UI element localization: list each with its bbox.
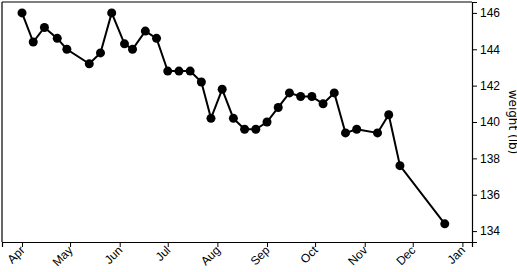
weight-point: [85, 59, 94, 68]
frame-left: [1, 2, 2, 242]
weight-point: [197, 78, 206, 87]
x-tick: Jun: [102, 242, 126, 267]
weight-point: [186, 67, 195, 76]
y-tick: 138: [472, 152, 500, 166]
y-tick-label: 140: [480, 115, 500, 129]
x-tick-mark: [462, 242, 463, 247]
weight-point: [29, 38, 38, 47]
x-tick: Jul: [153, 242, 174, 264]
weight-point: [53, 34, 62, 43]
weight-point: [307, 92, 316, 101]
y-tick-mark: [472, 231, 477, 232]
x-tick: Oct: [298, 242, 322, 266]
chart: AprMayJunJulAugSepOctNovDecJan1341361381…: [0, 0, 517, 272]
x-tick-label: Nov: [345, 243, 370, 268]
weight-point: [240, 125, 249, 134]
x-tick-mark: [22, 242, 23, 247]
x-tick-label: May: [50, 243, 76, 269]
x-tick-mark: [217, 242, 218, 247]
x-tick-label: Apr: [5, 243, 28, 266]
y-tick-label: 138: [480, 152, 500, 166]
frame-top: [2, 1, 472, 2]
weight-point: [120, 39, 129, 48]
y-tick: 144: [472, 43, 500, 57]
weight-point: [285, 88, 294, 97]
y-tick: 146: [472, 6, 500, 20]
weight-point: [96, 48, 105, 57]
y-tick-label: 142: [480, 79, 500, 93]
x-tick-mark: [413, 242, 414, 247]
weight-point: [229, 114, 238, 123]
weight-point: [263, 118, 272, 127]
weight-point: [152, 34, 161, 43]
y-tick: 136: [472, 188, 500, 202]
x-tick-label: Aug: [198, 243, 223, 268]
x-tick: Aug: [198, 242, 223, 268]
x-axis: Apr May Jun Jul Aug Sep Oct Nov Dec Jan: [3, 242, 473, 269]
weight-point: [107, 8, 116, 17]
x-tick: Sep: [248, 242, 273, 268]
x-tick-label: Jan: [444, 243, 468, 267]
x-tick: Nov: [345, 242, 370, 268]
x-tick: Apr: [5, 242, 28, 266]
weight-point: [274, 103, 283, 112]
weight-point: [163, 67, 172, 76]
weight-point: [352, 125, 361, 134]
weight-point: [440, 219, 449, 228]
weight-point: [384, 110, 393, 119]
weight-point: [174, 67, 183, 76]
weight-point: [319, 99, 328, 108]
x-tick-label: Sep: [248, 243, 273, 268]
y-tick-mark: [472, 158, 477, 159]
weight-point: [395, 161, 404, 170]
x-tick-label: Jun: [102, 243, 126, 267]
y-axis: 134 136 138 140 142 144 146: [472, 3, 500, 243]
weight-point: [341, 128, 350, 137]
y-tick-label: 144: [480, 43, 500, 57]
y-axis-line: [473, 3, 478, 243]
x-tick: May: [50, 242, 76, 269]
weight-point: [373, 128, 382, 137]
y-tick-label: 136: [480, 188, 500, 202]
weight-point: [206, 114, 215, 123]
y-tick-mark: [472, 13, 477, 14]
x-tick-mark: [168, 242, 169, 247]
y-axis-label: weight (lb): [506, 90, 517, 155]
weight-point: [128, 45, 137, 54]
x-tick-mark: [70, 242, 71, 247]
y-tick: 140: [472, 115, 500, 129]
x-tick-mark: [120, 242, 121, 247]
weight-point: [296, 92, 305, 101]
weight-point: [218, 85, 227, 94]
x-tick-label: Dec: [393, 243, 418, 268]
y-tick-mark: [472, 195, 477, 196]
y-tick: 134: [472, 224, 500, 238]
x-tick: Jan: [444, 242, 468, 267]
x-tick-mark: [365, 242, 366, 247]
x-axis-line: [3, 243, 473, 248]
weight-point: [141, 27, 150, 36]
weight-point: [40, 23, 49, 32]
y-tick-label: 134: [480, 224, 500, 238]
y-tick: 142: [472, 79, 500, 93]
y-tick-mark: [472, 49, 477, 50]
x-tick-label: Oct: [298, 243, 322, 267]
y-tick-mark: [472, 86, 477, 87]
y-tick-label: 146: [480, 6, 500, 20]
weight-point: [18, 8, 27, 17]
weight-point: [251, 125, 260, 134]
plot-area: [18, 8, 450, 228]
weight-point: [62, 45, 71, 54]
x-tick-mark: [267, 242, 268, 247]
weight-point: [330, 88, 339, 97]
y-tick-mark: [472, 122, 477, 123]
x-tick-mark: [315, 242, 316, 247]
x-tick-label: Jul: [153, 243, 174, 264]
x-tick: Dec: [393, 242, 418, 268]
weight-line: [22, 13, 445, 224]
